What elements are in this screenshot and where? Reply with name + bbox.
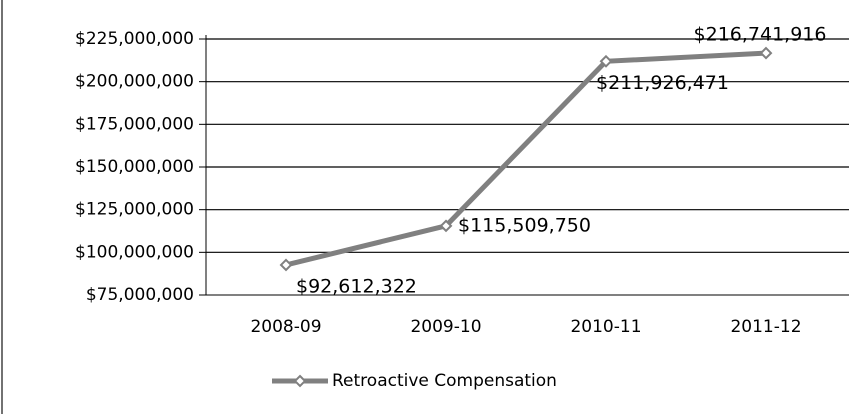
point-marker [759, 46, 773, 60]
y-tick-label: $100,000,000 [75, 242, 194, 262]
data-label: $211,926,471 [596, 72, 729, 94]
data-label: $115,509,750 [458, 214, 591, 236]
line [285, 50, 767, 268]
legend-marker [293, 374, 307, 388]
x-tick-label: 2011-12 [730, 317, 801, 337]
y-tick-label: $75,000,000 [86, 285, 194, 305]
y-tick-label: $125,000,000 [75, 200, 194, 220]
point-marker [599, 54, 613, 68]
x-tick-label: 2008-09 [250, 317, 321, 337]
y-tick-label: $150,000,000 [75, 157, 194, 177]
y-tick-label: $225,000,000 [75, 29, 194, 49]
y-tick-label: $200,000,000 [75, 72, 194, 92]
point-marker [279, 258, 293, 272]
legend-label: Retroactive Compensation [332, 371, 557, 391]
x-tick-label: 2010-11 [570, 317, 641, 337]
data-label: $92,612,322 [296, 275, 417, 297]
point-marker [439, 219, 453, 233]
data-label: $216,741,916 [694, 24, 827, 46]
y-tick-label: $175,000,000 [75, 114, 194, 134]
x-tick-label: 2009-10 [410, 317, 481, 337]
